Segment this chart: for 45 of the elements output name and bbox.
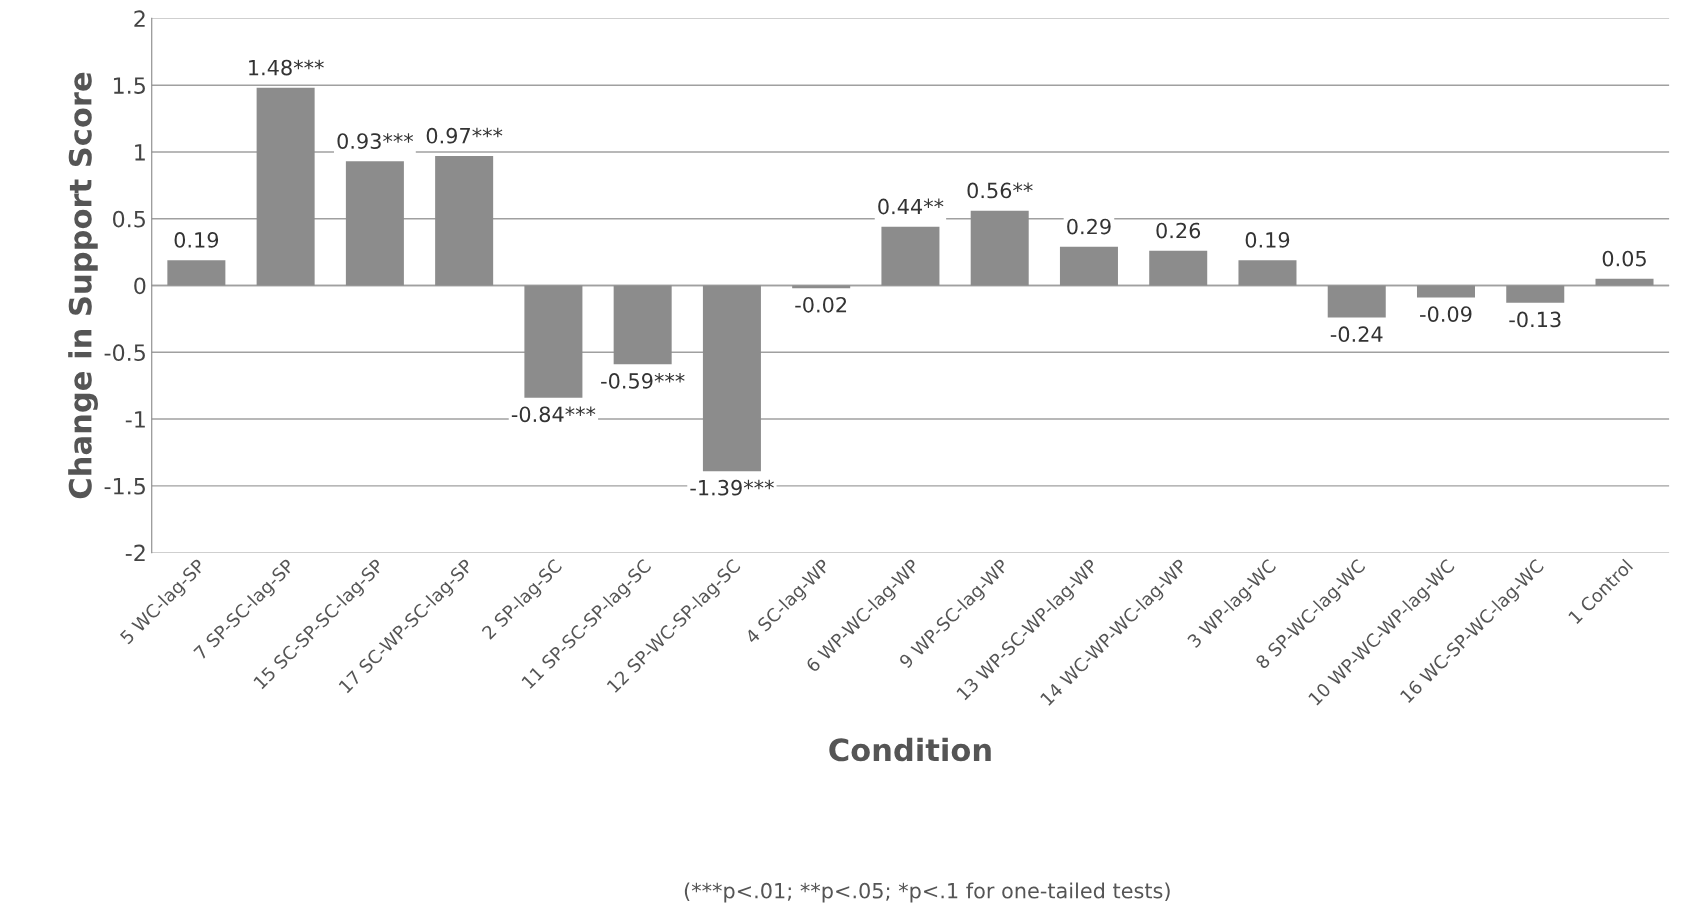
data-label: 0.26 (1156, 222, 1201, 239)
data-label: 0.19 (174, 232, 219, 248)
data-label: 0.44** (878, 198, 944, 215)
y-axis-title: Change in Support Score (68, 72, 98, 499)
bar (1416, 285, 1475, 298)
bar (1059, 246, 1118, 286)
data-label: -0.13 (1509, 311, 1561, 328)
bar (613, 285, 672, 365)
bar (702, 285, 761, 472)
bar (1149, 250, 1208, 286)
bar (435, 155, 494, 286)
data-label: -0.84*** (511, 406, 596, 423)
x-axis-title: Condition (829, 737, 991, 762)
y-tick-label: -2 (125, 544, 145, 562)
data-label: 0.56** (967, 182, 1033, 199)
bar (1327, 285, 1386, 318)
bar (1595, 278, 1654, 286)
data-label: 0.29 (1067, 218, 1111, 235)
data-label: -1.39*** (690, 479, 774, 496)
y-tick-label: 1.5 (113, 77, 145, 94)
bar (256, 87, 315, 286)
data-label: 1.48*** (249, 59, 324, 76)
data-label: 0.05 (1602, 250, 1646, 267)
data-label: -0.02 (795, 296, 847, 313)
data-label: -0.24 (1330, 326, 1383, 343)
y-tick-label: 2 (134, 10, 145, 27)
bar (970, 210, 1029, 286)
text: (***p<.01; **p<.05; *p<.1 for one-tailed tests) (684, 882, 1170, 903)
bar (345, 161, 404, 286)
y-tick-label: -0.5 (104, 344, 145, 362)
bar (1238, 260, 1297, 286)
bar (167, 260, 226, 286)
bar (881, 226, 940, 286)
y-tick-label: -1.5 (104, 478, 145, 495)
bar (1506, 285, 1565, 303)
y-tick-label: 1 (135, 144, 145, 161)
data-label: 0.93*** (337, 133, 414, 149)
bar (524, 285, 583, 398)
data-label: -0.59*** (601, 373, 685, 389)
y-tick-label: 0 (134, 277, 146, 295)
data-label: 0.19 (1245, 232, 1290, 248)
data-label: 0.97*** (426, 127, 503, 144)
data-label: -0.09 (1420, 306, 1472, 322)
y-tick-label: 0.5 (113, 210, 145, 228)
y-tick-label: -1 (125, 411, 145, 428)
